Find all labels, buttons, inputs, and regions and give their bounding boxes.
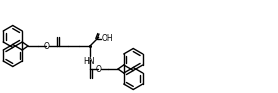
Text: OH: OH xyxy=(102,33,114,43)
Text: O: O xyxy=(44,41,50,50)
Text: HN: HN xyxy=(83,57,95,66)
Text: O: O xyxy=(96,65,102,73)
